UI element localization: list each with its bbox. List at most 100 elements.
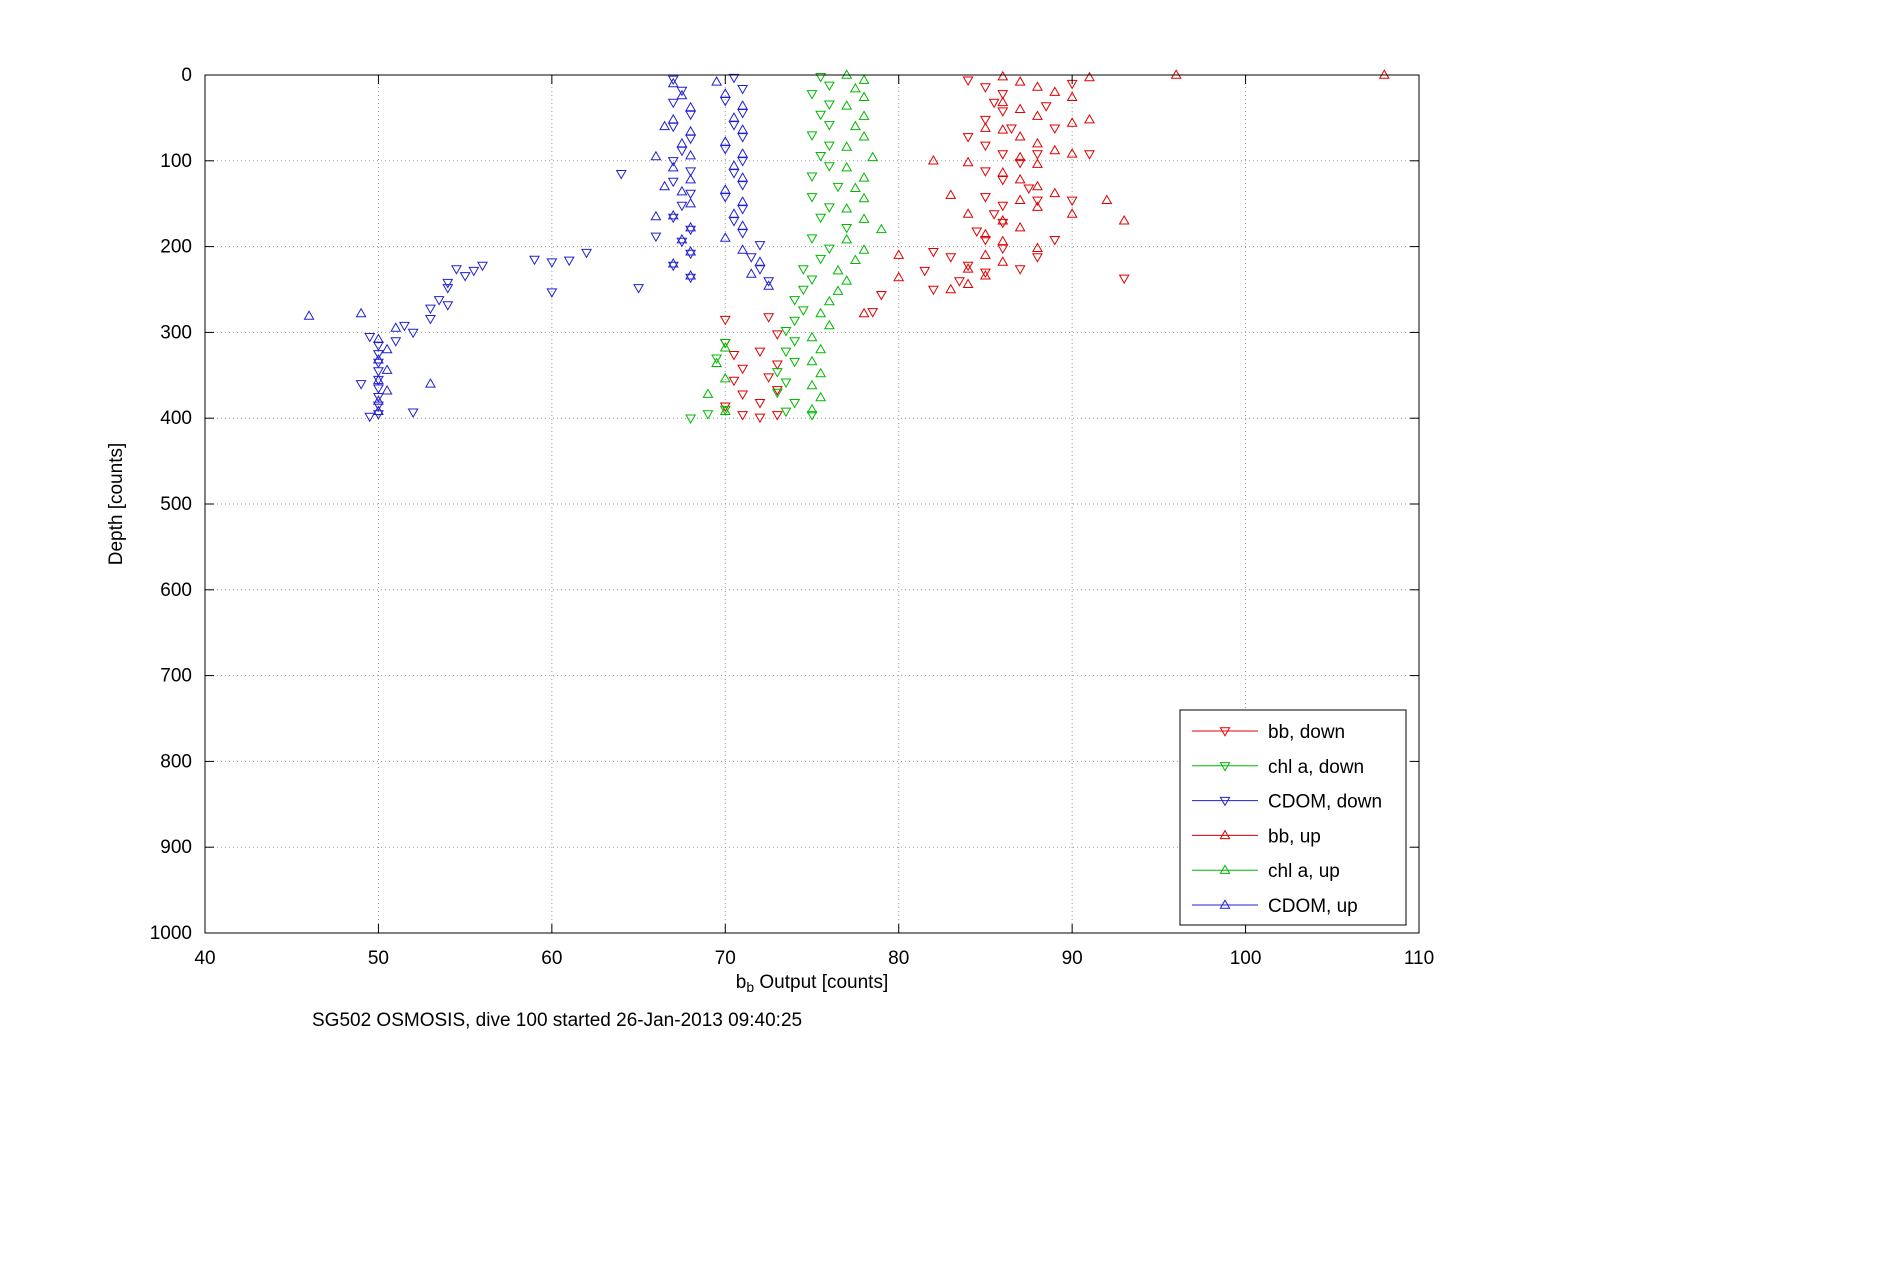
marker-point: [789, 316, 801, 327]
marker-point: [1014, 103, 1026, 114]
marker-point: [841, 141, 853, 151]
marker-point: [1049, 144, 1061, 155]
marker-point: [477, 261, 488, 272]
marker-point: [1014, 265, 1026, 275]
marker-point: [303, 310, 315, 320]
marker-point: [858, 110, 870, 120]
marker-point: [685, 273, 697, 284]
grid-layer: [205, 75, 1419, 933]
tick-labels: 40 50 60 70 80 90 100 110 0 100 200 300 400 500 600 700…: [150, 65, 1434, 969]
marker-point: [858, 91, 870, 102]
marker-point: [979, 193, 991, 203]
marker-point: [780, 407, 792, 418]
marker-point: [1378, 69, 1390, 79]
marker-point: [529, 255, 540, 266]
marker-point: [372, 395, 384, 405]
marker-point: [893, 271, 905, 282]
marker-point: [841, 203, 853, 213]
marker-point: [424, 314, 436, 325]
marker-point: [997, 107, 1009, 117]
marker-point: [676, 137, 688, 148]
marker-point: [763, 373, 775, 383]
legend-label: bb, down: [1268, 722, 1345, 743]
y-tick-label: 800: [160, 751, 192, 772]
marker-point: [823, 244, 835, 255]
marker-point: [728, 208, 740, 218]
marker-point: [372, 350, 384, 360]
marker-point: [546, 258, 558, 268]
marker-point: [962, 263, 974, 273]
marker-point: [815, 307, 827, 318]
legend-label: bb, up: [1268, 826, 1321, 847]
marker-point: [745, 253, 757, 263]
marker-point: [667, 261, 679, 272]
marker-point: [468, 266, 480, 277]
marker-point: [372, 393, 384, 403]
legend-item-bb-down: bb, down: [1192, 722, 1345, 743]
marker-point: [867, 151, 879, 162]
figure-title: SG502 OSMOSIS, dive 100 started 26-Jan-2…: [312, 1010, 802, 1031]
marker-point: [667, 161, 679, 172]
x-axis-label-post: Output [counts]: [754, 972, 888, 993]
marker-point: [702, 410, 714, 420]
legend: bb, down chl a, down CDOM, down bb, up chl a…: [1179, 709, 1407, 926]
legend-label: chl a, up: [1268, 861, 1340, 882]
marker-point: [667, 157, 679, 167]
marker-point: [667, 75, 679, 86]
marker-point: [685, 225, 697, 236]
marker-point: [1066, 208, 1078, 218]
marker-point: [390, 337, 402, 347]
marker-point: [1084, 150, 1095, 160]
marker-point: [815, 254, 827, 265]
marker-point: [962, 76, 974, 86]
marker-point: [685, 269, 697, 280]
marker-point: [676, 89, 688, 100]
marker-point: [1014, 130, 1026, 141]
y-tick-label: 700: [160, 666, 192, 687]
marker-point: [997, 96, 1009, 107]
marker-point: [1014, 76, 1026, 86]
marker-point: [962, 261, 974, 272]
marker-point: [919, 266, 931, 277]
marker-point: [1084, 113, 1095, 124]
marker-point: [372, 333, 384, 343]
legend-item-chl-a-down: chl a, down: [1192, 757, 1364, 778]
marker-point: [433, 296, 445, 306]
legend-marker: [1219, 899, 1231, 909]
marker-point: [1066, 91, 1078, 102]
marker-point: [745, 268, 757, 278]
marker-point: [832, 285, 844, 295]
marker-point: [893, 249, 905, 259]
marker-point: [650, 150, 662, 161]
y-tick-label: 200: [160, 237, 192, 258]
marker-point: [667, 113, 679, 124]
marker-point: [858, 172, 870, 182]
marker-point: [806, 193, 818, 203]
x-tick-label: 90: [1062, 948, 1083, 969]
marker-point: [867, 308, 879, 318]
marker-point: [979, 236, 991, 246]
marker-point: [780, 378, 792, 388]
marker-point: [849, 254, 861, 265]
legend-marker: [1219, 762, 1231, 772]
marker-point: [823, 81, 835, 92]
marker-point: [1031, 137, 1043, 148]
y-tick-label: 400: [160, 408, 192, 429]
marker-point: [979, 268, 991, 279]
x-axis-label: bb Output [counts]: [736, 972, 889, 995]
marker-point: [945, 283, 957, 294]
marker-point: [780, 347, 792, 358]
marker-point: [806, 331, 818, 342]
marker-point: [1014, 173, 1026, 184]
marker-point: [685, 125, 697, 136]
marker-point: [728, 73, 740, 84]
marker-point: [815, 213, 827, 224]
marker-point: [407, 328, 419, 339]
legend-item-bb-up: bb, up: [1192, 826, 1321, 847]
marker-point: [1031, 110, 1043, 120]
marker-point: [806, 411, 818, 421]
marker-point: [1005, 124, 1017, 134]
marker-point: [1031, 150, 1043, 160]
marker-point: [372, 401, 384, 412]
